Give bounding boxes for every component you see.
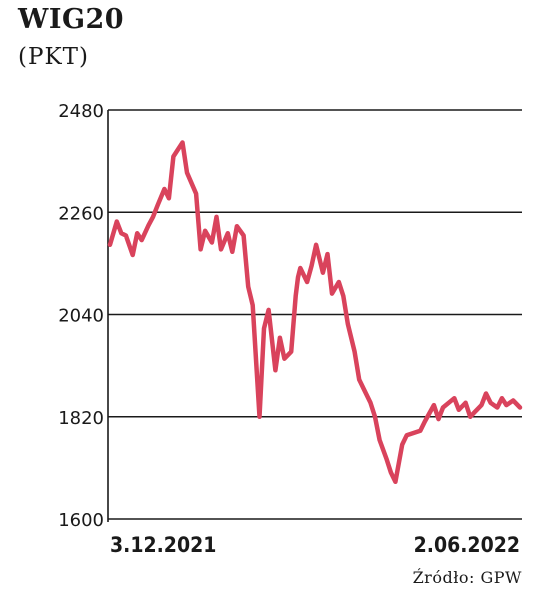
series-line-wig20 [107, 140, 523, 485]
chart-unit-label: (PKT) [18, 44, 89, 70]
x-tick-start: 3.12.2021 [110, 533, 216, 557]
y-tick-label-2040: 2040 [58, 306, 104, 327]
y-tick-label-1820: 1820 [58, 408, 104, 429]
x-tick-end: 2.06.2022 [414, 533, 520, 557]
y-tick-label-2260: 2260 [58, 203, 104, 224]
y-tick-label-2480: 2480 [58, 101, 104, 122]
y-tick-label-1600: 1600 [58, 510, 104, 531]
source-note: Źródło: GPW [412, 568, 522, 587]
chart-title: WIG20 [18, 4, 125, 35]
gridlines [108, 109, 522, 520]
series-wig20 [107, 140, 523, 485]
y-axis-ticks: 2480 2260 2040 1820 1600 [58, 101, 104, 531]
